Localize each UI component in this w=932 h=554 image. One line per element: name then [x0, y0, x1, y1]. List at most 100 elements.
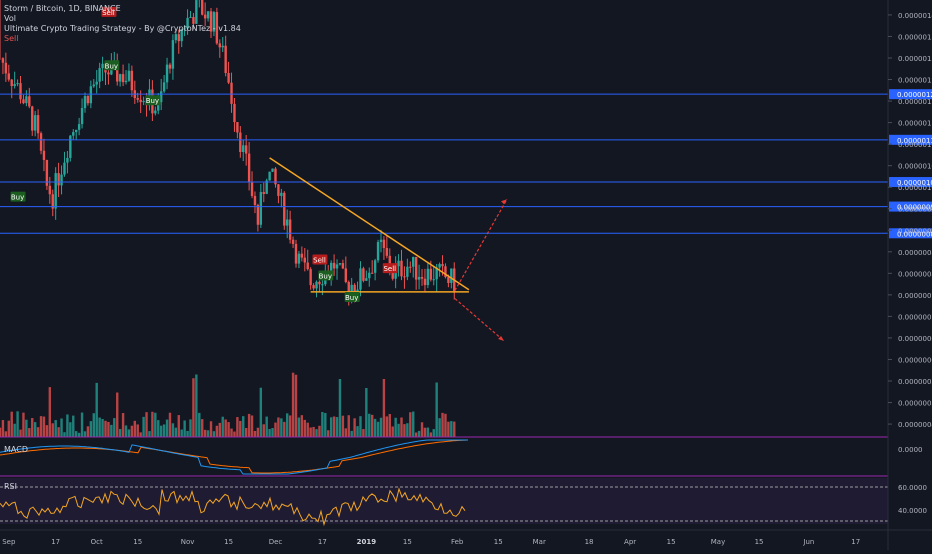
candle-body [260, 192, 262, 225]
volume-bar [213, 431, 215, 437]
volume-bar [204, 430, 206, 437]
volume-bar [386, 416, 388, 437]
candle-body [57, 173, 59, 185]
rsi-level-label: 40.0000 [898, 507, 927, 515]
candle-body [75, 130, 77, 132]
candle-body [245, 145, 247, 153]
volume-bar [333, 416, 335, 437]
volume-bar [327, 430, 329, 437]
candle-body [418, 277, 420, 280]
volume-bar [28, 428, 30, 437]
volume-bar [263, 424, 265, 437]
candle-body [342, 263, 344, 268]
macd-zero-label: 0.0000 [898, 446, 923, 454]
candle-body [28, 96, 30, 106]
volume-bar [72, 416, 74, 437]
candle-body [128, 71, 130, 81]
volume-bar [22, 413, 24, 437]
candle-body [298, 254, 300, 264]
candle-body [122, 74, 124, 82]
volume-bar [321, 412, 323, 437]
volume-bar [207, 430, 209, 437]
candle-body [107, 72, 109, 74]
volume-bar [330, 417, 332, 437]
volume-bar [438, 418, 440, 437]
candle-body [359, 268, 361, 289]
volume-bar [271, 428, 273, 437]
candle-body [81, 108, 83, 124]
volume-bar [52, 423, 54, 437]
y-tick-label: 0.00000130 [898, 55, 932, 63]
volume-bar [233, 432, 235, 437]
volume-bar [90, 421, 92, 437]
candle-body [178, 34, 180, 41]
candle-body [78, 124, 80, 130]
volume-bar [394, 418, 396, 437]
volume-bar [318, 426, 320, 437]
x-tick-label: Nov [181, 538, 195, 546]
candle-body [189, 17, 191, 18]
volume-bar [315, 429, 317, 437]
candle-body [11, 80, 13, 86]
candle-body [430, 269, 432, 280]
x-tick-label: 18 [585, 538, 594, 546]
volume-bar [280, 418, 282, 437]
volume-bar [409, 412, 411, 437]
volume-bar [192, 378, 194, 437]
volume-bar [236, 417, 238, 437]
y-tick-label: 0.00000060 [898, 356, 932, 364]
volume-bar [98, 418, 100, 437]
candle-body [292, 240, 294, 244]
candle-body [66, 158, 68, 163]
volume-bar [312, 427, 314, 437]
volume-bar [137, 424, 139, 437]
volume-bar [139, 432, 141, 437]
candle-body [362, 268, 364, 280]
volume-bar [289, 415, 291, 437]
volume-bar [362, 429, 364, 437]
y-tick-label: 0.00000055 [898, 378, 932, 386]
y-tick-label: 0.00000080 [898, 270, 932, 278]
volume-bar [210, 421, 212, 437]
volume-bar [66, 414, 68, 437]
volume-bar [201, 419, 203, 437]
candle-body [16, 83, 18, 84]
x-tick-label: Sep [2, 538, 16, 546]
volume-bar [392, 426, 394, 437]
volume-bar [356, 426, 358, 437]
y-tick-label: 0.00000085 [898, 249, 932, 257]
candle-body [289, 220, 291, 240]
x-tick-label: Apr [624, 538, 636, 546]
candle-body [69, 136, 71, 158]
volume-bar [450, 421, 452, 437]
volume-bar [265, 417, 267, 437]
volume-bar [292, 373, 294, 437]
volume-bar [178, 415, 180, 437]
candle-body [219, 43, 221, 47]
volume-bar [131, 426, 133, 437]
x-tick-label: 2019 [357, 538, 377, 546]
candle-body [163, 82, 165, 91]
volume-bar [345, 428, 347, 437]
volume-bar [2, 420, 4, 437]
volume-bar [113, 418, 115, 437]
candle-body [254, 196, 256, 205]
sell-flag: Sell [4, 34, 18, 44]
candle-body [233, 104, 235, 122]
candle-body [286, 220, 288, 226]
x-tick-label: 15 [133, 538, 142, 546]
rsi-band [0, 478, 888, 524]
x-tick-label: 17 [851, 538, 860, 546]
volume-bar [365, 388, 367, 437]
volume-bar [96, 383, 98, 437]
volume-bar [295, 375, 297, 437]
volume-bar [304, 420, 306, 437]
y-tick-label: 0.00000045 [898, 421, 932, 429]
candle-body [336, 264, 338, 268]
rsi-level-label: 60.0000 [898, 484, 927, 492]
candle-body [192, 17, 194, 24]
volume-bar [377, 422, 379, 437]
candle-body [222, 46, 224, 48]
candle-body [386, 248, 388, 256]
